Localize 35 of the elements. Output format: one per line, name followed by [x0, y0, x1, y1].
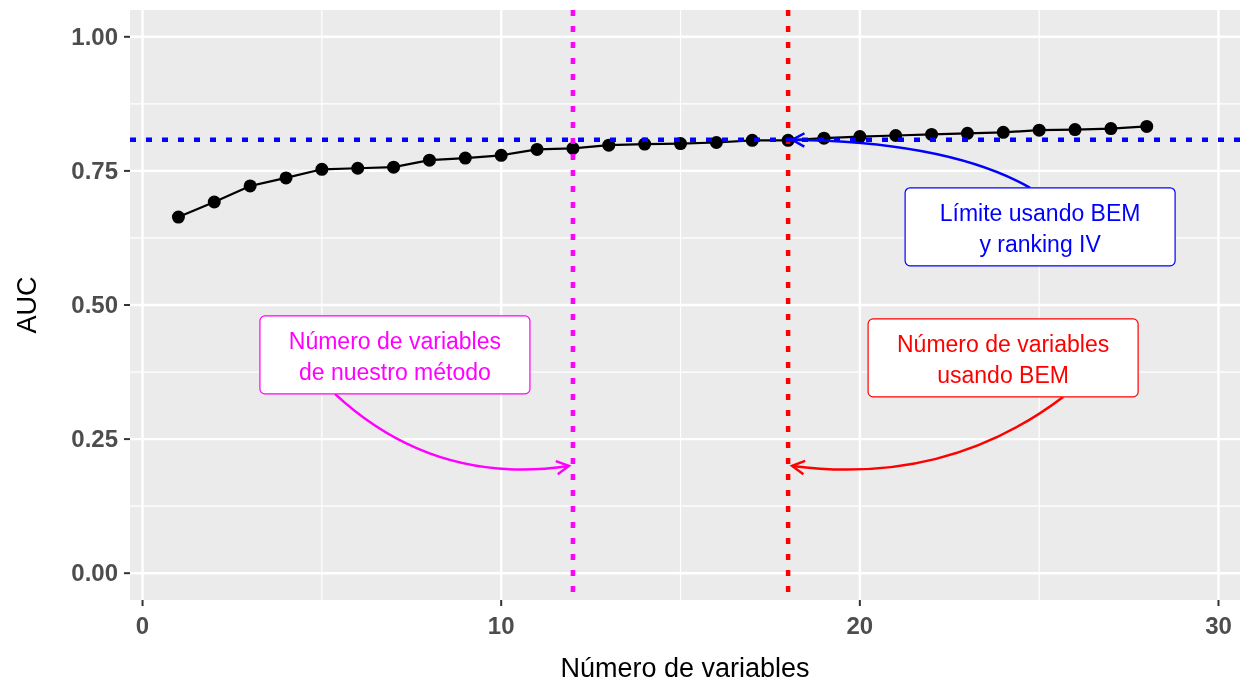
y-tick-label: 0.25 — [71, 425, 118, 453]
point — [351, 161, 365, 175]
point — [1104, 122, 1118, 136]
point — [494, 148, 508, 162]
point — [709, 135, 723, 149]
point — [387, 160, 401, 174]
point — [1068, 123, 1082, 137]
y-axis-title: AUC — [12, 276, 42, 334]
point — [889, 129, 903, 143]
point — [1140, 119, 1154, 133]
x-tick-label: 30 — [1205, 612, 1232, 639]
point — [1032, 123, 1046, 137]
y-tick-label: 1.00 — [71, 22, 118, 50]
point — [279, 171, 293, 185]
point — [315, 162, 329, 176]
point — [458, 151, 472, 165]
point — [996, 125, 1010, 139]
x-tick-label: 20 — [846, 612, 874, 639]
ref-line-label: Número de variables usando BEM — [897, 330, 1110, 388]
point — [243, 179, 257, 193]
y-tick-label: 0.75 — [71, 156, 118, 184]
point — [602, 138, 616, 152]
x-tick-label: 0 — [135, 612, 150, 639]
ref-line-label: Número de variables de nuestro método — [288, 327, 502, 385]
point — [530, 142, 544, 156]
point — [566, 141, 580, 155]
point — [171, 210, 185, 224]
point — [207, 195, 221, 209]
point — [422, 153, 436, 167]
x-axis-title: Número de variables — [560, 653, 810, 683]
x-tick-label: 10 — [487, 612, 515, 639]
y-tick-label: 0.50 — [71, 291, 118, 318]
y-tick-label: 0.00 — [71, 559, 118, 587]
ref-line-label: Límite usando BEM y ranking IV — [939, 199, 1141, 257]
point — [960, 126, 974, 140]
